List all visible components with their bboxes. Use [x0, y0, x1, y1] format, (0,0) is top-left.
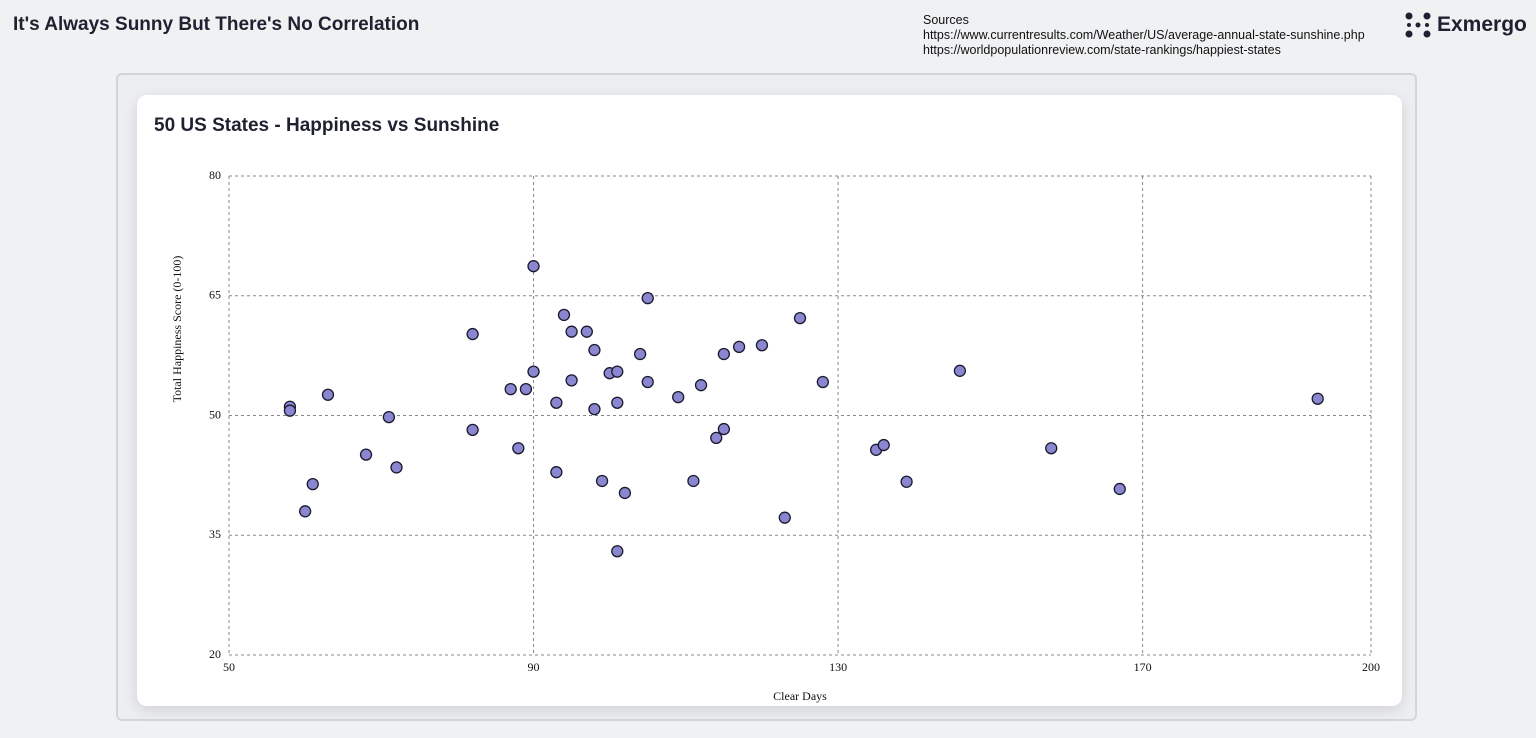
- point: [512, 442, 525, 455]
- point: [466, 327, 479, 341]
- point: [618, 486, 632, 500]
- point: [732, 340, 746, 353]
- source-link[interactable]: https://www.currentresults.com/Weather/U…: [923, 28, 1365, 42]
- point: [550, 466, 563, 479]
- point: [611, 545, 624, 558]
- point: [1113, 482, 1126, 496]
- point: [1045, 442, 1058, 455]
- point: [588, 343, 601, 357]
- point: [717, 422, 731, 436]
- point: [793, 311, 807, 325]
- y-axis-label: Total Happiness Score (0-100): [170, 256, 184, 403]
- logo-icon: [1405, 12, 1431, 38]
- point: [641, 375, 654, 389]
- point: [611, 365, 624, 378]
- point: [900, 475, 913, 488]
- page-title: It's Always Sunny But There's No Correla…: [13, 14, 420, 35]
- point: [755, 339, 769, 352]
- x-tick-label: 130: [829, 660, 847, 674]
- sources-label: Sources: [923, 13, 969, 27]
- point: [382, 410, 396, 424]
- point: [580, 325, 593, 338]
- point: [710, 431, 723, 445]
- point: [550, 396, 563, 409]
- point: [306, 478, 319, 491]
- point: [588, 402, 601, 416]
- point: [672, 390, 685, 404]
- y-tick-label: 65: [209, 288, 221, 302]
- y-tick-label: 80: [209, 168, 221, 182]
- point: [641, 291, 654, 305]
- point: [298, 505, 312, 518]
- point: [565, 325, 578, 338]
- point: [877, 438, 890, 452]
- point: [633, 347, 647, 361]
- x-axis-label: Clear Days: [773, 689, 827, 703]
- point: [359, 448, 373, 461]
- logo-text: Exmergo: [1437, 13, 1527, 36]
- x-tick-label: 200: [1362, 660, 1380, 674]
- chart-title: 50 US States - Happiness vs Sunshine: [154, 115, 499, 136]
- point: [557, 308, 571, 322]
- x-tick-label: 50: [223, 660, 235, 674]
- point: [565, 374, 578, 387]
- y-tick-label: 35: [209, 527, 221, 541]
- point: [717, 347, 731, 361]
- point: [611, 396, 624, 409]
- point: [527, 365, 540, 378]
- point: [778, 511, 791, 524]
- point: [466, 423, 479, 437]
- point: [283, 404, 297, 417]
- card: [137, 95, 1402, 706]
- y-tick-label: 50: [209, 407, 221, 421]
- point: [1311, 392, 1324, 405]
- y-tick-label: 20: [209, 647, 221, 661]
- logo: Exmergo: [1405, 12, 1527, 38]
- source-link[interactable]: https://worldpopulationreview.com/state-…: [923, 43, 1281, 57]
- point: [504, 383, 517, 396]
- point: [527, 260, 540, 273]
- x-tick-label: 90: [528, 660, 540, 674]
- point: [519, 383, 533, 396]
- point: [694, 379, 708, 392]
- point: [816, 375, 829, 389]
- point: [595, 474, 609, 488]
- point: [687, 474, 700, 488]
- x-tick-label: 170: [1134, 660, 1152, 674]
- point: [390, 461, 403, 474]
- point: [953, 364, 967, 377]
- sources: Sources https://www.currentresults.com/W…: [923, 13, 1365, 58]
- point: [321, 388, 335, 401]
